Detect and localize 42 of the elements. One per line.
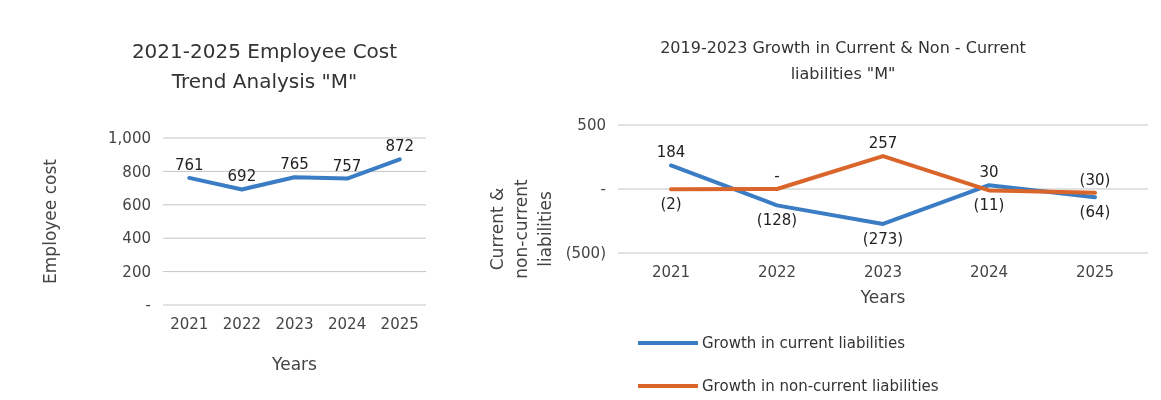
data-label: (30) — [1079, 170, 1111, 189]
y-tick-label: - — [145, 296, 151, 315]
y-tick-label: 1,000 — [108, 129, 151, 148]
x-axis-title: Years — [271, 354, 318, 374]
x-tick-label: 2021 — [651, 263, 691, 281]
chart-title: 2021-2025 Employee Cost Trend Analysis "M" — [131, 39, 398, 93]
data-label: - — [774, 167, 780, 185]
y-tick-label: - — [600, 180, 606, 199]
data-label: 184 — [656, 143, 686, 162]
data-label: 872 — [385, 137, 415, 156]
x-tick-label: 2021 — [170, 315, 209, 333]
y-tick-label: (500) — [565, 244, 606, 263]
data-label: 692 — [227, 167, 257, 186]
data-label: (11) — [973, 196, 1005, 215]
data-label: 257 — [868, 134, 898, 153]
y-tick-label: 200 — [122, 262, 151, 281]
data-label: 30 — [979, 163, 999, 182]
x-tick-label: 2025 — [1075, 263, 1115, 281]
data-label: (2) — [660, 195, 682, 214]
x-tick-label: 2023 — [275, 315, 314, 333]
y-tick-label: 500 — [577, 116, 606, 135]
data-label: 761 — [174, 155, 204, 174]
x-tick-label: 2025 — [380, 315, 419, 333]
legend-label: Growth in non-current liabilities — [702, 377, 939, 396]
x-tick-label: 2022 — [222, 315, 261, 333]
x-tick-label: 2022 — [757, 263, 797, 281]
y-axis-title: Current & non-current liabilities — [487, 178, 555, 279]
x-tick-label: 2023 — [863, 263, 903, 281]
y-axis-title: Employee cost — [40, 158, 60, 284]
legend-label: Growth in current liabilities — [702, 334, 906, 353]
data-label: (64) — [1079, 203, 1111, 222]
data-label: (273) — [862, 229, 904, 248]
x-tick-label: 2024 — [969, 263, 1009, 281]
y-tick-label: 400 — [122, 229, 151, 248]
x-axis-title: Years — [859, 287, 906, 307]
y-tick-label: 800 — [122, 162, 151, 181]
x-tick-label: 2024 — [328, 315, 367, 333]
data-label: 757 — [332, 156, 362, 175]
y-tick-label: 600 — [122, 196, 151, 215]
chart-title: 2019-2023 Growth in Current & Non - Current liabilities "M" — [660, 38, 1026, 83]
data-label: 765 — [280, 155, 309, 174]
data-label: (128) — [756, 211, 798, 230]
